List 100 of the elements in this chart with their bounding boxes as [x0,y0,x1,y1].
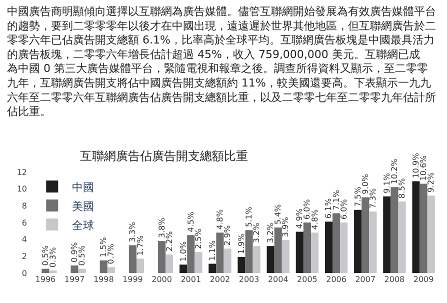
bar [128,245,136,273]
data-label: 0.5% [40,245,50,266]
data-label: 3.8% [157,217,166,238]
data-label: 4.8% [310,208,320,230]
data-label: 1.0% [178,240,188,262]
bar [187,235,195,273]
x-tick-label: 2001 [180,275,202,284]
y-tick-label: 2 [22,252,27,261]
y-tick-label: 10 [16,184,27,194]
data-label: 7.3% [368,188,378,209]
data-label: 1.7% [136,234,145,256]
bar [332,213,340,273]
data-label: 9.1% [382,172,392,194]
x-tick-label: 2006 [326,275,346,284]
x-tick-label: 2008 [384,275,405,284]
bar [310,232,319,273]
data-label: 3.3% [128,222,138,242]
bar [107,267,115,273]
data-label: 5.1% [244,206,254,228]
bar [49,270,57,273]
y-tick-label: 6 [22,218,27,228]
x-tick-label: 2009 [413,275,434,284]
bar [383,196,391,273]
x-tick-label: 1997 [64,275,85,284]
bar [252,246,260,273]
bar [208,264,216,273]
data-label: 10.6% [419,154,428,181]
data-label: 2.9% [223,224,232,246]
data-label: 10.2% [390,158,399,184]
y-tick-label: 12 [16,168,27,177]
bar [100,260,108,273]
bar [216,232,224,273]
bar [354,210,362,273]
data-label: 6.0% [302,198,312,220]
data-label: 5.4% [274,204,283,225]
bar [245,230,253,273]
bar [362,197,370,273]
bar [78,268,86,273]
x-tick-label: 2004 [268,275,288,284]
bar [266,246,274,273]
chart-title: 互聯網廣告佔廣告開支總額比重 [80,149,248,163]
data-label: 8.5% [398,178,407,198]
y-tick-label: 4 [22,235,27,244]
bar [296,232,304,273]
y-tick-label: 8 [22,201,27,210]
bar [303,222,311,273]
data-label: 0.5% [78,245,87,266]
bar [158,241,166,273]
data-label: 1.9% [236,233,246,254]
data-label: 9.2% [426,172,436,193]
bar [369,212,377,273]
bar [166,254,174,273]
x-tick-label: 2000 [152,275,172,284]
data-label: 7.1% [332,190,341,210]
x-tick-label: 2003 [238,275,260,284]
data-label: 7.5% [353,186,362,207]
bar [194,252,202,273]
x-tick-label: 2005 [297,275,318,284]
bar [282,240,290,273]
legend-label: 美國 [72,200,94,213]
data-label: 6.1% [324,198,334,219]
data-label: 4.5% [186,211,196,232]
bar [136,258,144,273]
bar [340,222,348,273]
data-label: 3.2% [266,222,276,244]
bar [427,196,435,273]
data-label: 10.9% [411,152,420,178]
data-label: 2.2% [164,230,174,252]
bar [398,201,406,273]
data-label: 1.5% [99,236,108,258]
bar [412,181,420,273]
bar [180,264,188,273]
data-label: 0.9% [70,242,80,262]
chart-subtitle: 中國廣告商明顯傾向選擇以互聯網為廣告媒體。儘管互聯網開始發展為有效廣告媒體平台的趨勢，要到二零零零年以後才在中國出現，遠遠遲於世界其他地區，但互聯網廣告於二零零六年已佔廣告開支總額 6.1%，比率高於全球平均。互聯網廣告板塊是中國最具活力的廣告板塊，二零零六年增長估計超過 45%，收入 759,000,000 美元。互聯網已成為中國 0 第三大廣告媒體平台，緊隨電視和報章之後。調查所得資料又顯示，至二零零九年，互聯網廣告開支將佔中國廣告開支總額約 11%，較美國還要高。下表顯示一九九六年至二零零六年互聯網廣告佔廣告開支總額比重，以及二零零七年至二零零九年估計所佔比重。 [6,5,436,118]
legend-label: 中國 [72,180,94,194]
data-label: 9.0% [360,174,370,194]
x-tick-label: 1996 [35,275,56,284]
data-label: 3.9% [281,216,290,238]
bar [420,184,428,273]
data-label: 2.5% [194,228,203,249]
data-label: 4.9% [295,208,304,229]
data-label: 1.1% [208,240,217,261]
bar [224,248,232,273]
y-tick-label: 0 [22,268,27,278]
data-label: 0.3% [48,246,58,268]
bar [70,265,78,273]
data-label: 6.0% [339,198,348,220]
bar [238,257,246,273]
x-tick-label: 2002 [210,275,230,284]
data-label: 3.2% [252,222,262,244]
bar [42,268,50,273]
x-tick-label: 2007 [355,275,376,284]
legend-label: 全球 [72,218,94,232]
x-tick-label: 1998 [93,275,114,284]
data-label: 4.8% [215,208,224,230]
bar [390,187,398,273]
data-label: 0.7% [106,243,116,264]
bar [274,228,282,273]
bar [324,222,333,273]
x-tick-label: 1999 [122,275,143,284]
